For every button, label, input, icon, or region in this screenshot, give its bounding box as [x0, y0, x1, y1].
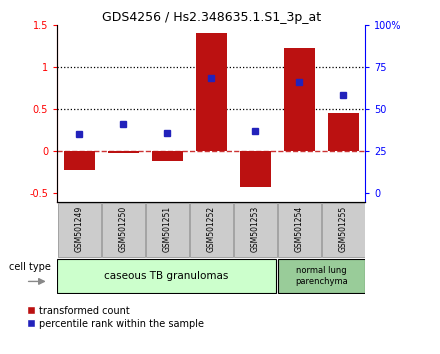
Bar	[108, 151, 139, 153]
Bar	[58, 203, 101, 257]
Text: GSM501252: GSM501252	[207, 206, 216, 252]
Bar	[279, 259, 365, 293]
Bar	[152, 151, 183, 161]
Bar	[146, 203, 189, 257]
Bar	[57, 259, 276, 293]
Text: normal lung
parenchyma: normal lung parenchyma	[295, 267, 348, 286]
Bar	[234, 203, 277, 257]
Bar	[284, 48, 315, 151]
Text: GSM501249: GSM501249	[75, 206, 84, 252]
Bar	[328, 113, 359, 151]
Text: caseous TB granulomas: caseous TB granulomas	[104, 271, 229, 281]
Text: GSM501251: GSM501251	[163, 206, 172, 252]
Bar	[322, 203, 365, 257]
Text: GSM501254: GSM501254	[295, 206, 304, 252]
Text: GSM501253: GSM501253	[251, 206, 260, 252]
Bar	[240, 151, 271, 187]
Bar	[196, 33, 227, 151]
Text: cell type: cell type	[9, 262, 51, 272]
Bar	[190, 203, 233, 257]
Text: GSM501250: GSM501250	[119, 206, 128, 252]
Text: GSM501255: GSM501255	[339, 206, 348, 252]
Bar	[278, 203, 321, 257]
Bar	[64, 151, 95, 170]
Title: GDS4256 / Hs2.348635.1.S1_3p_at: GDS4256 / Hs2.348635.1.S1_3p_at	[102, 11, 321, 24]
Legend: transformed count, percentile rank within the sample: transformed count, percentile rank withi…	[27, 306, 204, 329]
Bar	[102, 203, 145, 257]
